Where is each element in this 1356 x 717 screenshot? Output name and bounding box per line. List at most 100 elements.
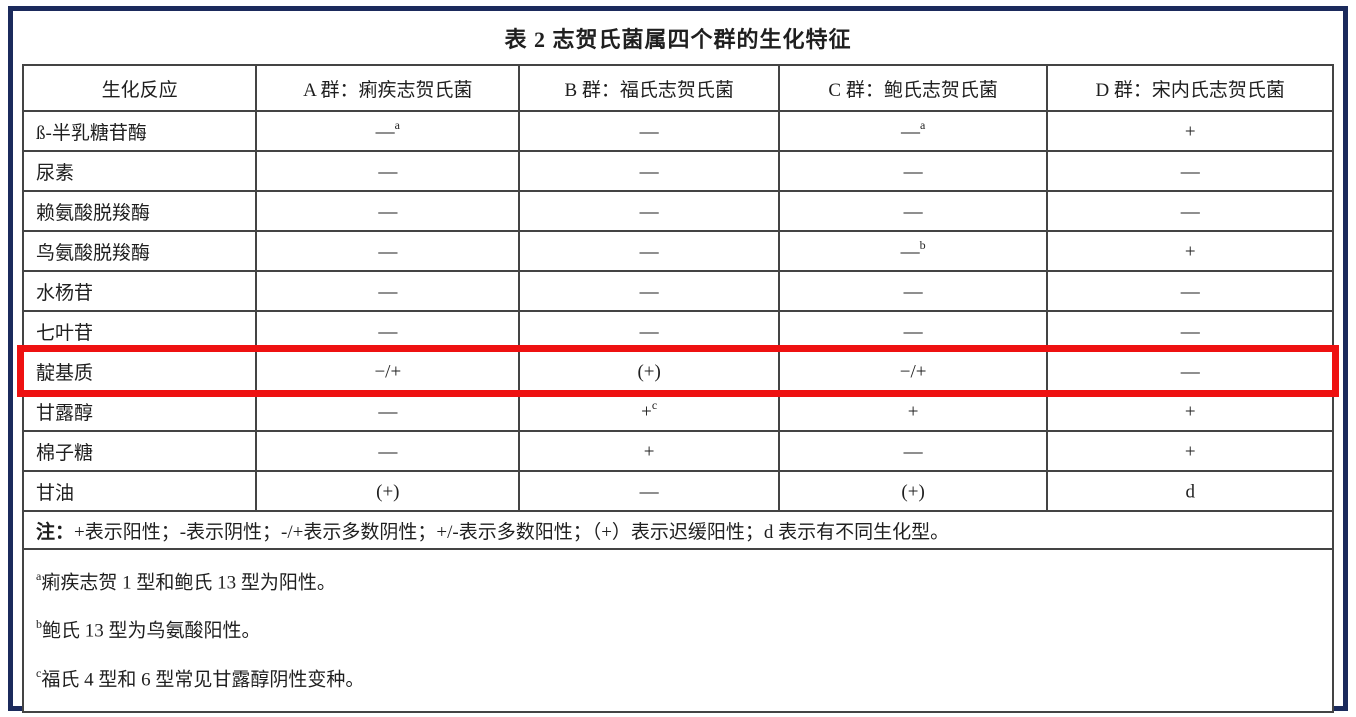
note-text: +表示阳性；-表示阴性；-/+表示多数阴性；+/-表示多数阳性；（+）表示迟缓阳… (74, 521, 950, 543)
footnote-b-marker: b (36, 617, 42, 632)
table-cell: + (1046, 430, 1334, 472)
cell-value: — (639, 281, 659, 303)
table-cell: — (1046, 270, 1334, 312)
table-row: 鸟氨酸脱羧酶 — — —b + (21, 230, 1334, 272)
cell-value: + (643, 441, 655, 463)
header-group-c: C 群：鲍氏志贺氏菌 (777, 64, 1049, 112)
row-label: 七叶苷 (36, 322, 94, 344)
cell-value: — (1180, 281, 1200, 303)
table-cell: — (777, 150, 1049, 192)
table-cell: — (518, 190, 780, 232)
cell-value: + (907, 401, 919, 423)
table-cell: + (1046, 390, 1334, 432)
cell-value: + (641, 401, 652, 423)
cell-value: — (1180, 361, 1200, 383)
cell-value: + (1184, 121, 1196, 143)
footnote-c-text: 福氏 4 型和 6 型常见甘露醇阴性变种。 (41, 668, 365, 690)
table-cell: — (518, 150, 780, 192)
table-cell: (+) (777, 470, 1049, 512)
table-row: 尿素 — — — — (21, 150, 1334, 192)
header-group-b: B 群：福氏志贺氏菌 (518, 64, 780, 112)
table-row: 七叶苷 — — — — (21, 310, 1334, 352)
table-cell: — (255, 310, 521, 352)
row-label: 棉子糖 (36, 442, 94, 464)
cell-value: — (378, 241, 398, 263)
table-cell: — (777, 430, 1049, 472)
table-cell: + (1046, 230, 1334, 272)
note-row: 注：+表示阳性；-表示阴性；-/+表示多数阴性；+/-表示多数阳性；（+）表示迟… (22, 510, 1334, 550)
table-cell: −/+ (777, 350, 1049, 392)
note-prefix: 注： (36, 521, 75, 543)
table-cell: — (518, 470, 780, 512)
footnotes-cell: a痢疾志贺 1 型和鲍氏 13 型为阳性。 b鲍氏 13 型为鸟氨酸阳性。 c福… (22, 548, 1334, 713)
row-label: 靛基质 (36, 362, 94, 384)
cell-value: — (1180, 201, 1200, 223)
row-label: 尿素 (36, 162, 75, 184)
row-label: 赖氨酸脱羧酶 (36, 202, 151, 224)
footnote-a-marker: a (36, 569, 42, 583)
cell-value: — (639, 161, 659, 183)
cell-value: −/+ (899, 361, 927, 383)
cell-value: −/+ (374, 361, 402, 383)
cell-superscript: b (919, 237, 926, 252)
cell-value: (+) (376, 481, 400, 503)
cell-value: (+) (901, 481, 925, 503)
table-cell: — (518, 270, 780, 312)
table-cell: — (255, 430, 521, 472)
cell-value: — (378, 401, 398, 423)
table-cell: −/+ (255, 350, 521, 392)
cell-value: — (378, 161, 398, 183)
header-group-a: A 群：痢疾志贺氏菌 (255, 64, 521, 112)
header-group-d: D 群：宋内氏志贺氏菌 (1046, 64, 1334, 112)
table-cell: —a (255, 110, 521, 152)
header-biochemical-reaction: 生化反应 (21, 64, 258, 112)
table-cell: — (777, 270, 1049, 312)
table-cell: — (255, 150, 521, 192)
table-row: ß-半乳糖苷酶 —a — —a + (21, 110, 1334, 152)
biochemical-characteristics-table: 生化反应 A 群：痢疾志贺氏菌 B 群：福氏志贺氏菌 C 群：鲍氏志贺氏菌 D … (17, 64, 1339, 713)
cell-superscript: a (394, 117, 400, 132)
cell-value: — (375, 121, 395, 143)
cell-value: — (639, 201, 659, 223)
table-title: 表 2 志贺氏菌属四个群的生化特征 (504, 27, 852, 52)
row-label: 鸟氨酸脱羧酶 (36, 242, 151, 264)
table-cell: (+) (518, 350, 780, 392)
table-cell: — (255, 270, 521, 312)
row-label: ß-半乳糖苷酶 (36, 122, 147, 144)
cell-value: — (378, 201, 398, 223)
cell-value: — (900, 241, 920, 263)
table-cell: — (518, 110, 780, 152)
table-cell: — (777, 310, 1049, 352)
footnote-c: c福氏 4 型和 6 型常见甘露醇阴性变种。 (36, 653, 1320, 701)
legend-note: 注：+表示阳性；-表示阴性；-/+表示多数阴性；+/-表示多数阳性；（+）表示迟… (22, 510, 1334, 550)
cell-value: — (900, 121, 920, 143)
cell-value: — (639, 481, 659, 503)
table-row: 棉子糖 — + — + (21, 430, 1334, 472)
page-border-frame: 表 2 志贺氏菌属四个群的生化特征 生化反应 A 群：痢疾志贺氏菌 B 群：福氏… (8, 6, 1348, 713)
table-cell: — (518, 230, 780, 272)
table-cell: —a (777, 110, 1049, 152)
table-row-highlighted: 靛基质 −/+ (+) −/+ — (17, 345, 1339, 397)
cell-value: — (1180, 321, 1200, 343)
table-cell: — (1046, 190, 1334, 232)
table-cell: (+) (255, 470, 521, 512)
cell-value: — (903, 281, 923, 303)
footnote-c-marker: c (36, 665, 42, 680)
cell-value: d (1185, 481, 1195, 503)
table-cell: d (1046, 470, 1334, 512)
cell-value: — (903, 161, 923, 183)
cell-superscript: a (919, 117, 926, 132)
table-body: ß-半乳糖苷酶 —a — —a + 尿素 — — — — 赖氨酸脱羧酶 — — … (17, 110, 1339, 512)
cell-value: + (1184, 441, 1196, 463)
cell-value: — (639, 241, 659, 263)
cell-value: + (1184, 241, 1196, 263)
table-row: 甘露醇 — +c + + (21, 390, 1334, 432)
cell-value: (+) (637, 361, 661, 383)
row-label: 水杨苷 (36, 282, 94, 304)
footnote-b: b鲍氏 13 型为鸟氨酸阳性。 (36, 604, 1320, 652)
cell-value: — (639, 321, 659, 343)
cell-value: — (378, 321, 398, 343)
table-row: 赖氨酸脱羧酶 — — — — (21, 190, 1334, 232)
table-cell: +c (518, 390, 780, 432)
cell-value: — (903, 201, 923, 223)
